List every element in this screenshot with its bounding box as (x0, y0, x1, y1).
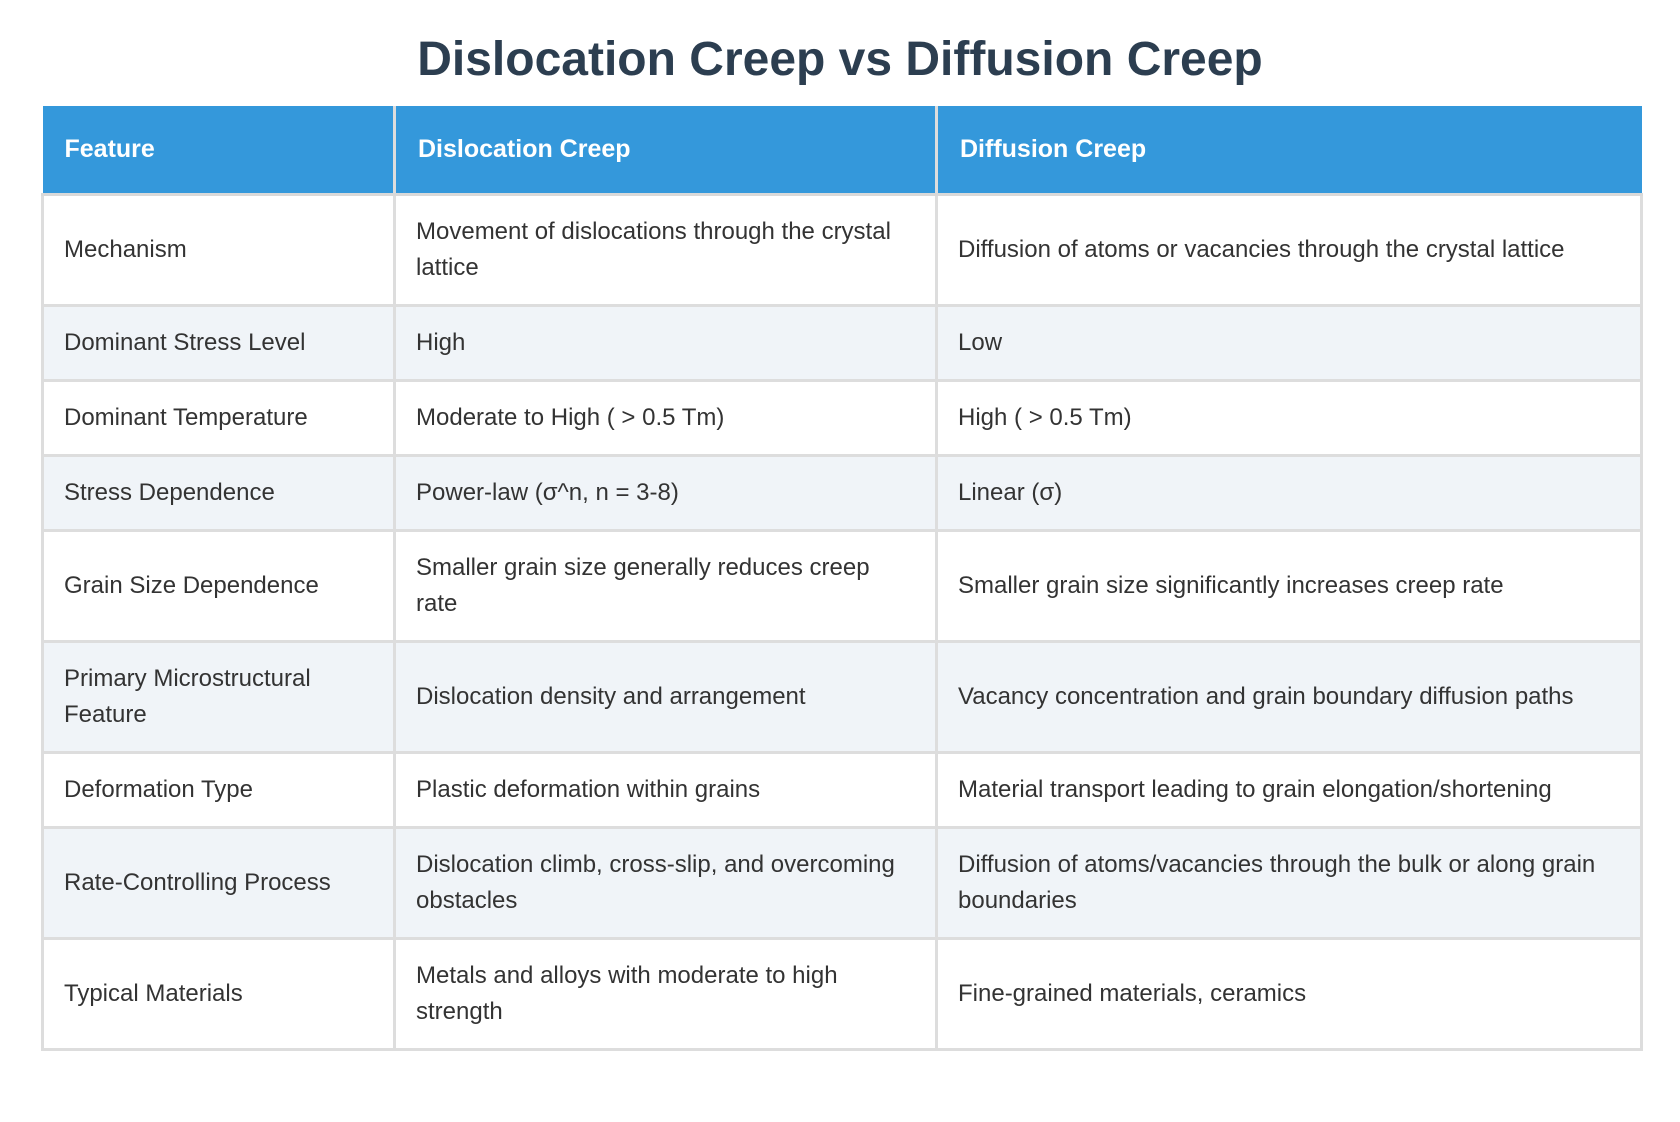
table-row: Grain Size Dependence Smaller grain size… (41, 529, 1643, 643)
feature-cell: Primary Microstructural Feature (41, 640, 396, 754)
dislocation-cell: Plastic deformation within grains (393, 751, 938, 829)
diffusion-cell: Linear (σ) (935, 454, 1643, 532)
page-title: Dislocation Creep vs Diffusion Creep (417, 33, 1263, 86)
comparison-table: Feature Dislocation Creep Diffusion Cree… (41, 106, 1643, 1051)
dislocation-cell: Smaller grain size generally reduces cre… (393, 529, 938, 643)
dislocation-cell: Dislocation density and arrangement (393, 640, 938, 754)
table-row: Deformation Type Plastic deformation wit… (41, 751, 1643, 829)
diffusion-cell: Fine-grained materials, ceramics (935, 937, 1643, 1051)
feature-cell: Dominant Stress Level (41, 304, 396, 382)
table-row: Stress Dependence Power-law (σ^n, n = 3-… (41, 454, 1643, 532)
feature-cell: Rate-Controlling Process (41, 826, 396, 940)
header-diffusion-creep: Diffusion Creep (935, 106, 1642, 196)
feature-cell: Mechanism (41, 193, 396, 307)
dislocation-cell: Moderate to High ( > 0.5 Tm) (393, 379, 938, 457)
diffusion-cell: Diffusion of atoms or vacancies through … (935, 193, 1643, 307)
diffusion-cell: Smaller grain size significantly increas… (935, 529, 1643, 643)
diffusion-cell: Vacancy concentration and grain boundary… (935, 640, 1643, 754)
dislocation-cell: Movement of dislocations through the cry… (393, 193, 938, 307)
feature-cell: Dominant Temperature (41, 379, 396, 457)
dislocation-cell: Dislocation climb, cross-slip, and overc… (393, 826, 938, 940)
diffusion-cell: Diffusion of atoms/vacancies through the… (935, 826, 1643, 940)
feature-cell: Stress Dependence (41, 454, 396, 532)
feature-cell: Typical Materials (41, 937, 396, 1051)
diffusion-cell: Material transport leading to grain elon… (935, 751, 1643, 829)
diffusion-cell: High ( > 0.5 Tm) (935, 379, 1643, 457)
feature-cell: Deformation Type (41, 751, 396, 829)
table-row: Dominant Stress Level High Low (41, 304, 1643, 382)
header-dislocation-creep: Dislocation Creep (393, 106, 938, 196)
table-row: Typical Materials Metals and alloys with… (41, 937, 1643, 1051)
table-row: Rate-Controlling Process Dislocation cli… (41, 826, 1643, 940)
diffusion-cell: Low (935, 304, 1643, 382)
table-row: Primary Microstructural Feature Dislocat… (41, 640, 1643, 754)
table-row: Mechanism Movement of dislocations throu… (41, 193, 1643, 307)
feature-cell: Grain Size Dependence (41, 529, 396, 643)
dislocation-cell: High (393, 304, 938, 382)
table-row: Dominant Temperature Moderate to High ( … (41, 379, 1643, 457)
dislocation-cell: Metals and alloys with moderate to high … (393, 937, 938, 1051)
table-header-row: Feature Dislocation Creep Diffusion Cree… (42, 106, 1642, 196)
dislocation-cell: Power-law (σ^n, n = 3-8) (393, 454, 938, 532)
header-feature: Feature (42, 106, 396, 196)
